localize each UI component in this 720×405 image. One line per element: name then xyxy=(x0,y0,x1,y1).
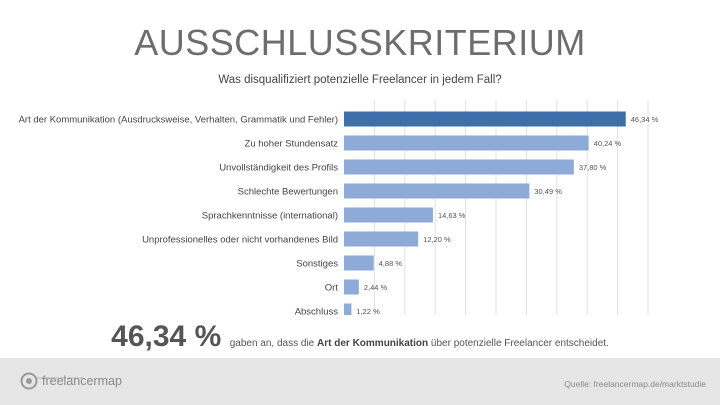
category-labels: Art der Kommunikation (Ausdrucksweise, V… xyxy=(19,115,339,316)
bar xyxy=(344,303,352,315)
bar xyxy=(344,279,359,295)
bars xyxy=(344,111,626,315)
bar-chart: Art der Kommunikation (Ausdrucksweise, V… xyxy=(19,100,659,316)
bar xyxy=(344,207,433,223)
value-label: 12,20 % xyxy=(423,235,451,244)
category-label: Sonstiges xyxy=(296,259,338,270)
value-label: 1,22 % xyxy=(356,307,380,315)
value-label: 30,49 % xyxy=(534,187,562,196)
value-labels: 46,34 % 40,24 % 37,80 % 30,49 % 14,63 % 12,20… xyxy=(356,115,658,315)
summary-value: 46,34 % xyxy=(111,320,222,353)
logo-tagline: THE NETWORK FOR PROJECTS xyxy=(37,376,84,380)
bar xyxy=(344,231,419,247)
category-label: Sprachkenntnisse (international) xyxy=(202,211,338,222)
category-label: Abschluss xyxy=(295,307,339,316)
value-label: 4,88 % xyxy=(379,259,403,268)
summary-statement: 46,34 % gaben an, dass die Art der Kommu… xyxy=(0,320,720,354)
chart-subtitle: Was disqualifiziert potenzielle Freelanc… xyxy=(218,74,502,86)
bar xyxy=(344,159,574,175)
category-label: Zu hoher Stundensatz xyxy=(245,139,339,150)
footer: freelancermap THE NETWORK FOR PROJECTS Q… xyxy=(0,358,720,405)
freelancermap-logo-icon xyxy=(20,372,38,390)
bar xyxy=(344,255,374,271)
bar xyxy=(344,183,530,199)
value-label: 40,24 % xyxy=(594,139,622,148)
value-label: 46,34 % xyxy=(631,115,659,124)
bar xyxy=(344,111,626,127)
category-label: Unvollständigkeit des Profils xyxy=(219,163,338,174)
logo[interactable]: freelancermap xyxy=(20,372,122,390)
bar xyxy=(344,135,589,151)
summary-text-after: über potenzielle Freelancer entscheidet. xyxy=(430,338,609,349)
summary-text: gaben an, dass die Art der Kommunikation… xyxy=(230,338,609,349)
category-label: Ort xyxy=(325,283,339,294)
summary-text-before: gaben an, dass die xyxy=(229,338,315,349)
value-label: 2,44 % xyxy=(364,283,388,292)
chart-title: AUSSCHLUSSKRITERIUM xyxy=(134,22,586,63)
category-label: Art der Kommunikation (Ausdrucksweise, V… xyxy=(19,115,338,126)
value-label: 14,63 % xyxy=(438,211,466,220)
value-label: 37,80 % xyxy=(579,163,607,172)
source-note: Quelle: freelancermap.de/marktstudie xyxy=(564,379,706,389)
category-label: Unprofessionelles oder nicht vorhandenes… xyxy=(142,235,338,246)
summary-text-bold: Art der Kommunikation xyxy=(317,338,429,349)
category-label: Schlechte Bewertungen xyxy=(238,187,338,198)
logo-text: freelancermap xyxy=(42,374,122,388)
